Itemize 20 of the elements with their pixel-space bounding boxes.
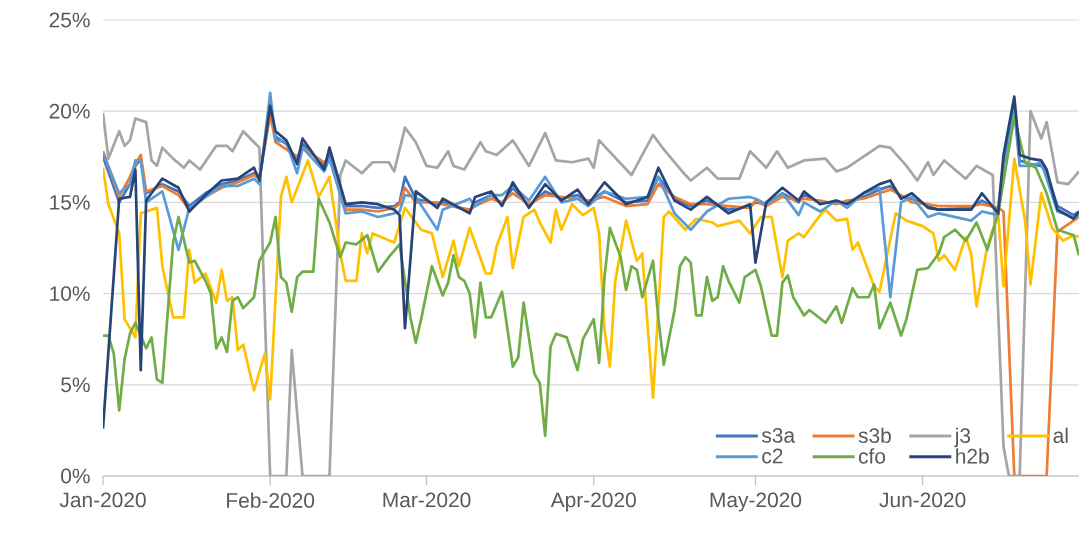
x-tick-label: May-2020 [710, 492, 802, 512]
y-tick-label: 10% [50, 286, 90, 301]
legend-label: j3 [954, 427, 971, 448]
x-tick-label: Feb-2020 [227, 492, 315, 508]
legend-label: c2 [762, 448, 783, 464]
x-tick-label: Apr-2020 [550, 492, 636, 512]
line-series [103, 157, 1079, 401]
legend-label: al [1053, 427, 1068, 444]
y-tick-label: 0% [61, 468, 90, 484]
y-tick-label: 25% [49, 12, 90, 28]
x-tick-label: Jan-2020 [59, 492, 146, 508]
legend-label: h2b [956, 448, 989, 464]
x-tick-label: Mar-2020 [383, 492, 471, 508]
y-tick-label: 20% [49, 103, 90, 119]
y-tick-label: 15% [50, 195, 90, 210]
legend-label: cfo [858, 448, 886, 464]
y-tick-label: 5% [61, 377, 90, 393]
legend-label: s3b [858, 427, 891, 444]
legend-label: s3a [761, 427, 796, 443]
x-tick-label: Jun-2020 [879, 492, 966, 508]
